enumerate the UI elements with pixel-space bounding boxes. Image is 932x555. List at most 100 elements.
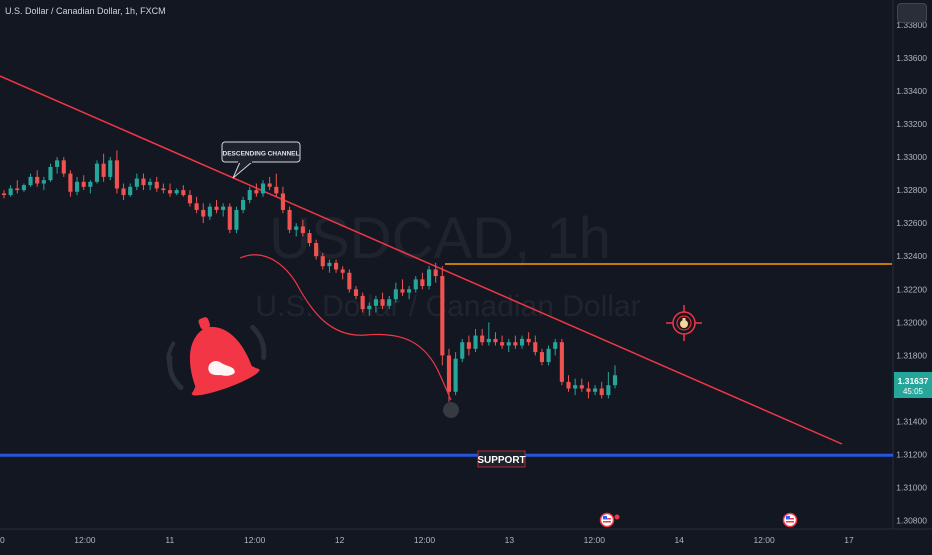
candle (334, 259, 339, 273)
current-price-badge: 1.31637 45:05 (894, 372, 932, 398)
candle-body (174, 190, 179, 194)
candle (407, 285, 412, 300)
time-tick-label: 12:00 (74, 535, 96, 545)
candle-body (373, 299, 378, 306)
candle (553, 338, 558, 356)
channel-callout[interactable]: DESCENDING CHANNEL (221, 141, 301, 179)
candle (134, 173, 139, 191)
candle (121, 183, 126, 201)
watermark-symbol: USDCAD, 1h (269, 206, 611, 271)
candle (41, 176, 46, 191)
candle-body (460, 342, 465, 359)
candle (241, 196, 246, 214)
candle (15, 180, 20, 194)
candle-body (274, 186, 279, 194)
candle-body (88, 181, 93, 187)
bar-countdown: 45:05 (903, 387, 924, 396)
candle (353, 285, 359, 300)
candle-body (201, 209, 206, 217)
projection-target-dot (443, 402, 459, 418)
candle-body (207, 206, 212, 217)
candle (426, 266, 432, 290)
candle (294, 223, 299, 237)
candle-body (114, 160, 119, 189)
candle-body (154, 181, 159, 189)
candle-body (221, 206, 226, 210)
candle (280, 186, 285, 214)
price-tick-label: 1.32000 (896, 317, 927, 327)
candle-body (181, 190, 186, 196)
candle (1, 190, 7, 199)
candle-body (334, 262, 339, 270)
candle (579, 378, 584, 392)
candle-body (612, 375, 618, 386)
us-flag-event-icon[interactable] (782, 512, 798, 528)
price-tick-label: 1.30800 (896, 516, 927, 526)
candle (167, 183, 173, 197)
candle (606, 371, 611, 399)
time-axis-ticks: 0 12:00 11 12:00 12 12:00 13 12:00 14 12:00 17 (0, 535, 854, 545)
price-tick-label: 1.33200 (896, 119, 927, 129)
time-tick-label: 12:00 (584, 535, 606, 545)
candle-body (573, 385, 578, 389)
candle-body (506, 342, 511, 346)
candle (500, 335, 505, 349)
symbol-header[interactable]: U.S. Dollar / Canadian Dollar, 1h, FXCM (5, 6, 166, 16)
candle (420, 272, 425, 290)
candle-body (214, 206, 219, 210)
price-tick-label: 1.32400 (896, 251, 927, 261)
candle-body (134, 178, 139, 187)
candle (48, 163, 53, 182)
candle-body (593, 388, 598, 392)
candle (307, 229, 312, 247)
candle-body (260, 183, 266, 194)
candle-body (48, 166, 53, 181)
support-callout[interactable]: SUPPORT (477, 450, 526, 468)
candle-body (61, 160, 66, 174)
candle (8, 185, 13, 197)
candle-body (68, 173, 73, 192)
ringing-bell-icon (166, 317, 267, 396)
us-flag-event-icon[interactable] (599, 512, 620, 528)
candle-body (121, 188, 126, 196)
candle-body (513, 342, 518, 346)
chart-menu-button[interactable] (897, 3, 927, 23)
candle-body (387, 299, 392, 306)
candle (539, 348, 545, 366)
candle (247, 186, 252, 204)
candle-body (533, 342, 538, 353)
time-tick-label: 12 (335, 535, 345, 545)
candle (533, 335, 538, 356)
candle-body (41, 180, 46, 184)
candle-body (8, 188, 13, 196)
candle-body (340, 269, 345, 273)
candle (174, 188, 179, 196)
candle (373, 295, 378, 313)
candle (340, 266, 345, 280)
candle (287, 206, 292, 234)
candle-body (546, 348, 551, 363)
candle (599, 381, 604, 399)
watermark-name: U.S. Dollar / Canadian Dollar (255, 290, 640, 323)
price-tick-label: 1.32200 (896, 284, 927, 294)
candle-body (413, 279, 418, 290)
candle (214, 200, 219, 214)
candle (413, 276, 418, 293)
candle-body (606, 385, 611, 396)
money-bag-target-icon[interactable] (666, 305, 702, 341)
candle (108, 157, 113, 181)
candle-body (526, 338, 531, 343)
time-tick-label: 14 (674, 535, 684, 545)
descending-trendline[interactable] (0, 75, 843, 445)
candle-body (566, 381, 571, 389)
candle-body (426, 269, 432, 286)
candle (161, 183, 166, 194)
candle (55, 157, 60, 174)
candle (593, 385, 598, 396)
candle (227, 203, 232, 234)
candle (380, 292, 385, 310)
candle (559, 338, 564, 386)
